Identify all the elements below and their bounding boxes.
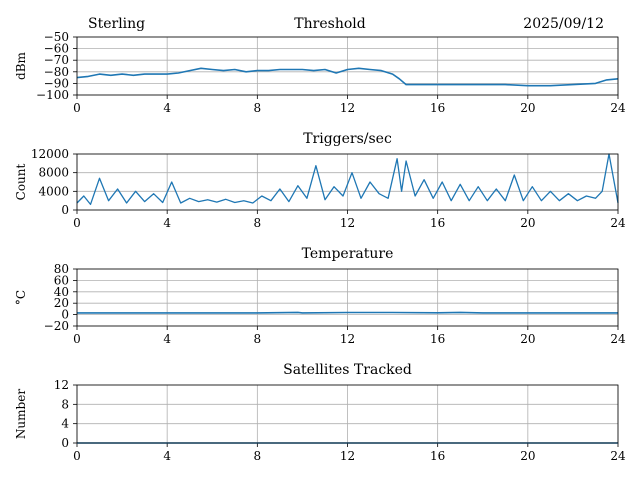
y-tick-label: −60: [44, 42, 69, 56]
panel-title: Temperature: [302, 246, 394, 262]
y-tick-label: −70: [44, 53, 69, 67]
x-tick-label: 24: [610, 101, 626, 115]
y-tick-label: −80: [44, 65, 69, 79]
x-tick-label: 12: [340, 101, 355, 115]
x-tick-label: 4: [163, 101, 171, 115]
temperature-series-line: [77, 311, 618, 314]
x-tick-label: 16: [430, 332, 445, 346]
y-axis-label: °C: [14, 290, 28, 305]
station-name: Sterling: [88, 16, 145, 32]
y-tick-label: −100: [36, 88, 69, 102]
y-tick-label: 8: [61, 397, 69, 411]
x-tick-label: 4: [163, 449, 171, 463]
axes-frame: [76, 268, 619, 327]
x-tick-label: 0: [73, 101, 81, 115]
triggers-panel: 0 4 8 12 16 20 24 12000 8000 4000 0 Count Triggers/s…: [14, 131, 626, 230]
x-tick-label: 0: [73, 332, 81, 346]
panel-title: Satellites Tracked: [283, 362, 412, 378]
x-tick-label: 16: [430, 216, 445, 230]
x-tick-label: 8: [254, 216, 262, 230]
x-tick-label: 8: [254, 449, 262, 463]
x-tick-label: 8: [254, 101, 262, 115]
x-tick-label: 8: [254, 332, 262, 346]
threshold-panel: 0 4 8 12 16 20 24 −50−60−70−80−90−100 dBm: [14, 30, 626, 115]
x-tick-label: 0: [73, 449, 81, 463]
y-tick-label: 0: [61, 308, 69, 322]
y-tick-label: −90: [44, 76, 69, 90]
y-tick-label: −50: [44, 30, 69, 44]
x-tick-label: 16: [430, 101, 445, 115]
main-title: Threshold: [294, 16, 365, 32]
y-tick-label: 4000: [38, 184, 69, 198]
y-axis-label: Count: [14, 163, 28, 200]
axes-frame: [76, 36, 619, 96]
threshold-series-line: [76, 67, 619, 87]
triggers-series-line: [76, 153, 619, 206]
x-tick-label: 4: [163, 216, 171, 230]
y-tick-label: 40: [54, 285, 69, 299]
x-tick-label: 4: [163, 332, 171, 346]
x-tick-label: 20: [520, 101, 535, 115]
y-tick-label: 0: [61, 436, 69, 450]
date-label: 2025/09/12: [523, 16, 604, 32]
y-axis-label: dBm: [14, 51, 28, 80]
axes-frame: [76, 384, 619, 444]
y-tick-label: 80: [54, 262, 69, 276]
x-tick-label: 12: [340, 449, 355, 463]
axes-frame: [76, 153, 619, 211]
x-tick-label: 20: [520, 449, 535, 463]
y-axis-label: Number: [14, 389, 28, 439]
panel-title: Triggers/sec: [303, 131, 392, 147]
x-tick-label: 24: [610, 332, 626, 346]
satellites-panel: 0 4 8 12 16 20 24 12 8 4 0 Number Satellites Tracked: [14, 362, 626, 463]
y-tick-label: 0: [61, 203, 69, 217]
y-tick-label: 60: [54, 273, 69, 287]
y-tick-label: 12000: [31, 147, 69, 161]
y-tick-label: 20: [54, 296, 69, 310]
y-tick-label: 4: [61, 417, 69, 431]
x-tick-label: 12: [340, 216, 355, 230]
y-tick-label: −20: [44, 319, 69, 333]
x-tick-label: 24: [610, 216, 626, 230]
x-tick-label: 16: [430, 449, 445, 463]
x-tick-label: 0: [73, 216, 81, 230]
y-tick-label: 8000: [38, 166, 69, 180]
x-tick-label: 12: [340, 332, 355, 346]
x-tick-label: 20: [520, 332, 535, 346]
y-tick-label: 12: [54, 378, 69, 392]
x-tick-label: 24: [610, 449, 626, 463]
x-tick-label: 20: [520, 216, 535, 230]
